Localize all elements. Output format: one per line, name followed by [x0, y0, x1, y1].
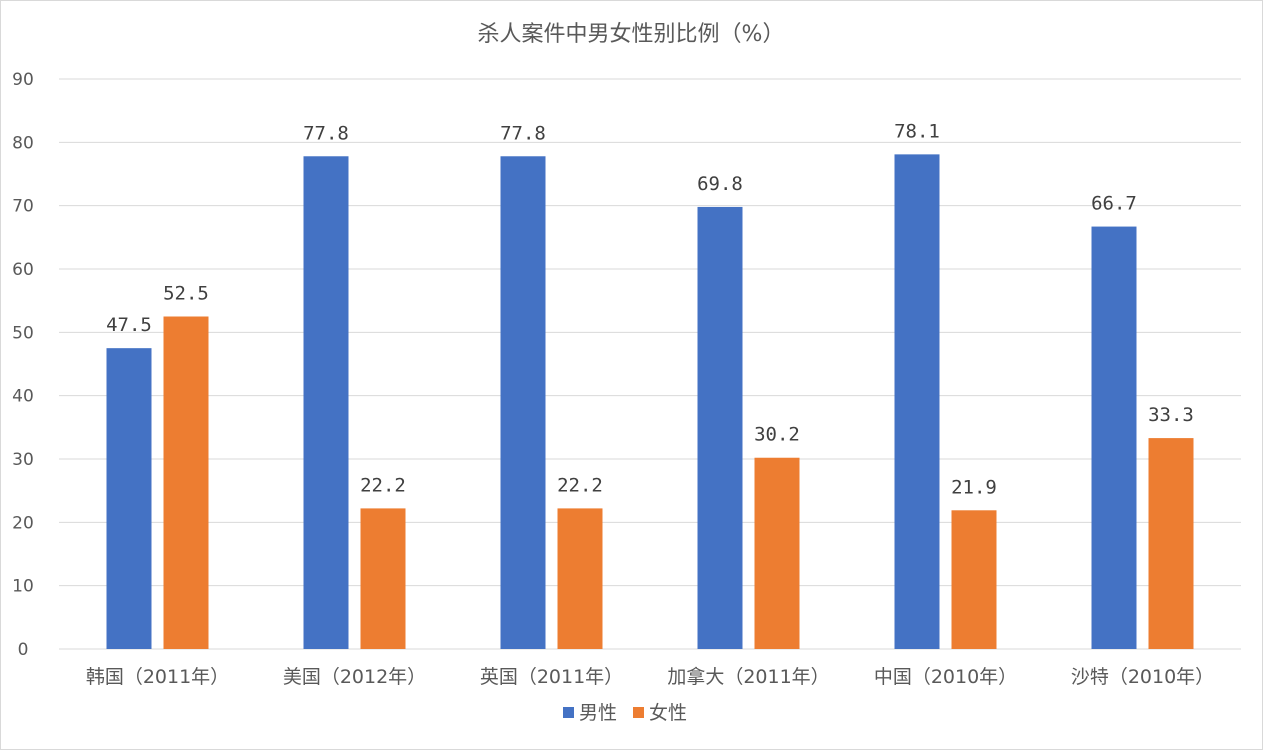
data-label: 69.8 — [697, 173, 743, 195]
bar-male — [500, 156, 546, 649]
data-label: 77.8 — [303, 122, 349, 144]
bar-female — [557, 508, 603, 649]
legend: 男性 女性 — [563, 702, 687, 724]
bar-female — [163, 316, 209, 649]
data-label: 21.9 — [951, 476, 997, 498]
bar-female — [951, 510, 997, 649]
bar-female — [1148, 438, 1194, 649]
y-tick-label: 90 — [12, 70, 34, 90]
chart-title: 杀人案件中男女性别比例（%） — [478, 22, 785, 47]
bar-male — [697, 206, 743, 649]
legend-label: 男性 — [579, 702, 617, 724]
bar-male — [303, 156, 349, 649]
y-tick-label: 20 — [12, 513, 34, 533]
bar-female — [360, 508, 406, 649]
y-tick-label: 80 — [12, 133, 34, 153]
data-labels: 47.5 52.5 77.8 22.2 77.8 22.2 69.8 30.2 78.1 21.9… — [106, 120, 1194, 498]
x-category-label: 中国（2010年） — [874, 666, 1017, 688]
legend-label: 女性 — [649, 702, 687, 724]
legend-swatch-female — [633, 707, 644, 718]
data-label: 22.2 — [557, 474, 603, 496]
y-tick-label: 70 — [12, 197, 34, 217]
x-axis-categories: 韩国（2011年） 美国（2012年） 英国（2011年） 加拿大（2011年） 中国（… — [86, 665, 1214, 688]
data-label: 47.5 — [106, 314, 152, 336]
y-tick-label: 30 — [12, 450, 34, 470]
legend-swatch-male — [563, 707, 574, 718]
y-tick-label: 60 — [12, 260, 34, 280]
gridlines — [59, 78, 1241, 650]
data-label: 52.5 — [163, 283, 209, 305]
bar-female — [754, 457, 800, 649]
x-category-label: 韩国（2011年） — [86, 666, 229, 688]
data-label: 77.8 — [500, 122, 546, 144]
y-tick-label: 10 — [12, 577, 34, 597]
data-label: 22.2 — [360, 474, 406, 496]
x-category-label: 沙特（2010年） — [1071, 666, 1214, 688]
y-tick-label: 50 — [12, 323, 34, 343]
bar-male — [106, 348, 152, 649]
y-tick-label: 40 — [12, 387, 34, 407]
bars — [106, 154, 1194, 650]
data-label: 33.3 — [1148, 404, 1194, 426]
x-category-label: 美国（2012年） — [283, 666, 426, 688]
y-tick-label: 0 — [18, 640, 29, 660]
bar-male — [1091, 226, 1137, 650]
data-label: 66.7 — [1091, 193, 1137, 215]
bar-male — [894, 154, 940, 649]
y-axis-ticks: 0 10 20 30 40 50 60 70 80 90 — [12, 70, 34, 660]
x-category-label: 加拿大（2011年） — [667, 665, 829, 688]
data-label: 78.1 — [894, 120, 940, 142]
x-category-label: 英国（2011年） — [480, 666, 623, 688]
data-label: 30.2 — [754, 424, 800, 446]
